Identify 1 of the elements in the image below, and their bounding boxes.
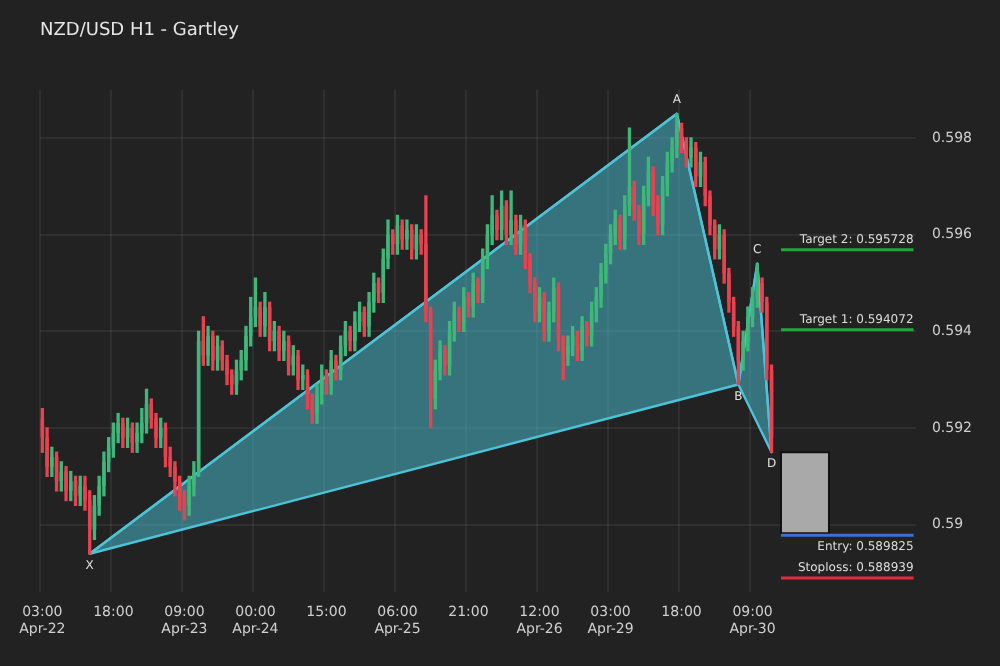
chart-title: NZD/USD H1 - Gartley — [40, 21, 241, 42]
